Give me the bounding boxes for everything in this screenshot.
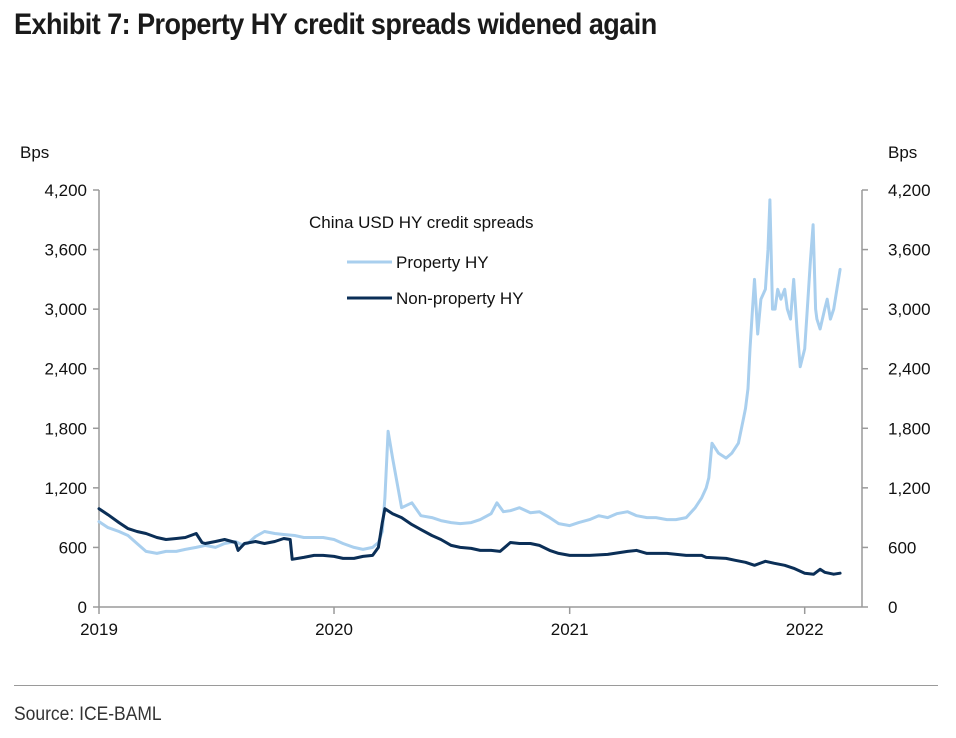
footer-divider [14,685,938,686]
source-note: Source: ICE-BAML [14,704,162,725]
right-y-tick-label: 4,200 [888,181,931,200]
left-y-tick-label: 3,600 [44,241,87,260]
right-y-tick-label: 2,400 [888,360,931,379]
left-y-tick-label: 4,200 [44,181,87,200]
chart-axes: Bps Bps 0 0 600 600 1,200 1,200 1,800 1,800 2,400 2… [20,143,931,639]
left-y-tick-label: 600 [59,538,87,557]
chart-title: Exhibit 7: Property HY credit spreads wi… [14,8,657,41]
right-y-tick-label: 0 [888,598,897,617]
x-tick-label: 2020 [315,620,353,639]
property-hy-line [97,198,842,555]
left-y-tick-label: 1,200 [44,479,87,498]
left-y-tick-label: 3,000 [44,300,87,319]
legend-label-nonproperty: Non-property HY [396,289,524,308]
x-tick-label: 2022 [786,620,824,639]
x-tick-label: 2019 [80,620,118,639]
left-y-tick-label: 2,400 [44,360,87,379]
right-y-tick-label: 1,800 [888,419,931,438]
x-tick-label: 2021 [551,620,589,639]
left-y-tick-label: 0 [78,598,87,617]
right-axis-unit: Bps [888,143,917,162]
non-property-hy-line [97,507,842,576]
left-y-tick-label: 1,800 [44,419,87,438]
chart-lines [97,198,842,576]
right-y-tick-label: 3,000 [888,300,931,319]
legend-title: China USD HY credit spreads [309,213,534,232]
right-y-tick-label: 1,200 [888,479,931,498]
left-axis-unit: Bps [20,143,49,162]
right-y-tick-label: 600 [888,538,916,557]
chart-legend: China USD HY credit spreads Property HY No… [309,213,534,308]
right-y-tick-label: 3,600 [888,241,931,260]
legend-label-property: Property HY [396,253,489,272]
